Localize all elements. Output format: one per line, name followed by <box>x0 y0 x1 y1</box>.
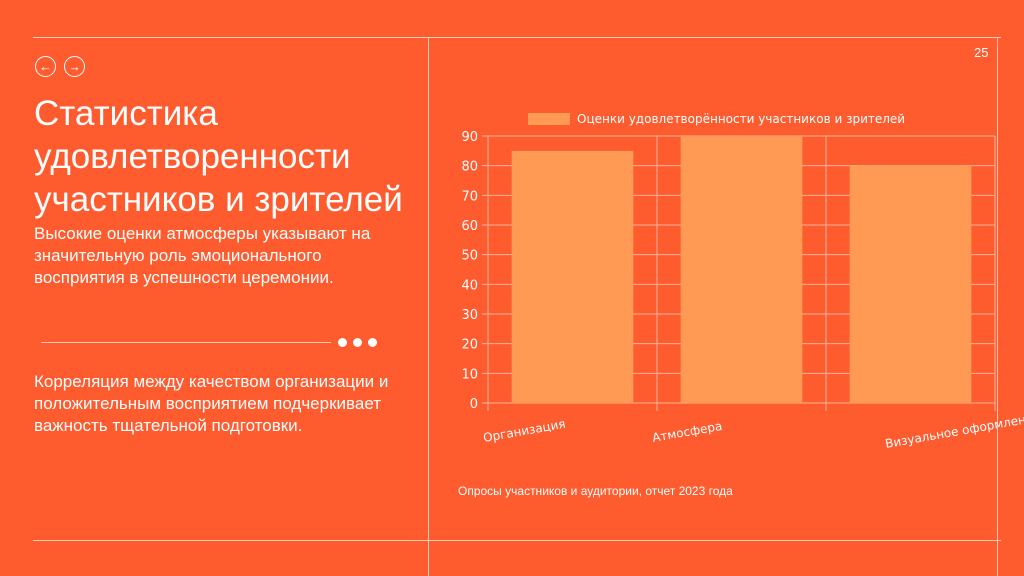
y-tick-label: 50 <box>461 249 478 264</box>
legend-label: Оценки удовлетворённости участников и зр… <box>577 112 905 126</box>
dots-ornament-icon <box>338 338 377 347</box>
y-tick-label: 60 <box>461 219 478 234</box>
y-tick-label: 10 <box>461 367 478 382</box>
x-tick-label: Визуальное оформление <box>884 410 1024 451</box>
bar-0 <box>511 150 634 403</box>
y-tick-label: 0 <box>470 397 478 412</box>
x-tick-label: Организация <box>482 417 566 445</box>
prev-arrow-icon[interactable]: ← <box>35 56 56 77</box>
y-tick-label: 40 <box>461 278 478 293</box>
body-text: Корреляция между качеством организации и… <box>34 372 389 435</box>
bar-1 <box>680 136 803 403</box>
x-tick-label: Атмосфера <box>651 419 723 445</box>
subtitle-text: Высокие оценки атмосферы указывают на зн… <box>34 224 371 287</box>
bar-2 <box>849 165 972 403</box>
y-tick-label: 90 <box>461 130 478 145</box>
separator-line <box>41 342 331 343</box>
page-number: 25 <box>974 45 989 60</box>
legend-swatch <box>528 113 570 125</box>
source-note: Опросы участников и аудитории, отчет 202… <box>458 484 733 498</box>
y-tick-label: 30 <box>461 308 478 323</box>
frame-right-line <box>997 37 998 576</box>
next-arrow-icon[interactable]: → <box>64 56 85 77</box>
frame-top-line <box>33 37 1001 38</box>
slide-title: Статистика удовлетворенности участников … <box>34 94 403 219</box>
y-tick-label: 80 <box>461 160 478 175</box>
frame-bottom-line <box>33 540 1001 541</box>
y-tick-label: 70 <box>461 189 478 204</box>
y-tick-label: 20 <box>461 338 478 353</box>
frame-divider-line <box>428 37 429 576</box>
